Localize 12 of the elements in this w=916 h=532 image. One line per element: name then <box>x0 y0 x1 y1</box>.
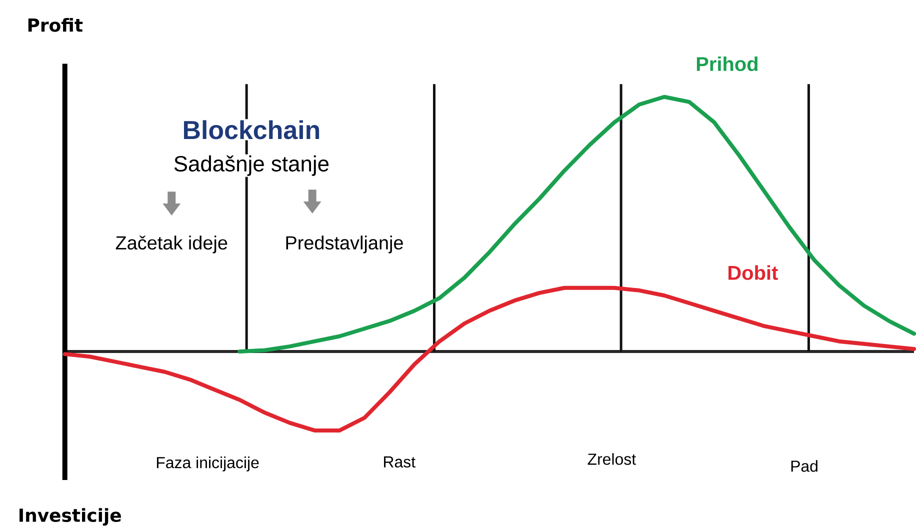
text: Faza inicijacije <box>156 456 259 472</box>
text: Pad <box>791 460 818 472</box>
annotation: Predstavljanje <box>286 236 403 254</box>
y-axis-title: Profit <box>28 18 83 32</box>
series-label: Prihod <box>696 56 758 72</box>
annotation: Začetak ideje <box>116 236 228 254</box>
text: Rast <box>384 456 416 468</box>
text: Zrelost <box>588 453 636 465</box>
annotation: Blockchain <box>184 120 320 140</box>
text: Investicije <box>20 508 121 526</box>
annotation: Sadašnje stanje <box>174 155 329 176</box>
series-label: Dobit <box>728 265 778 280</box>
